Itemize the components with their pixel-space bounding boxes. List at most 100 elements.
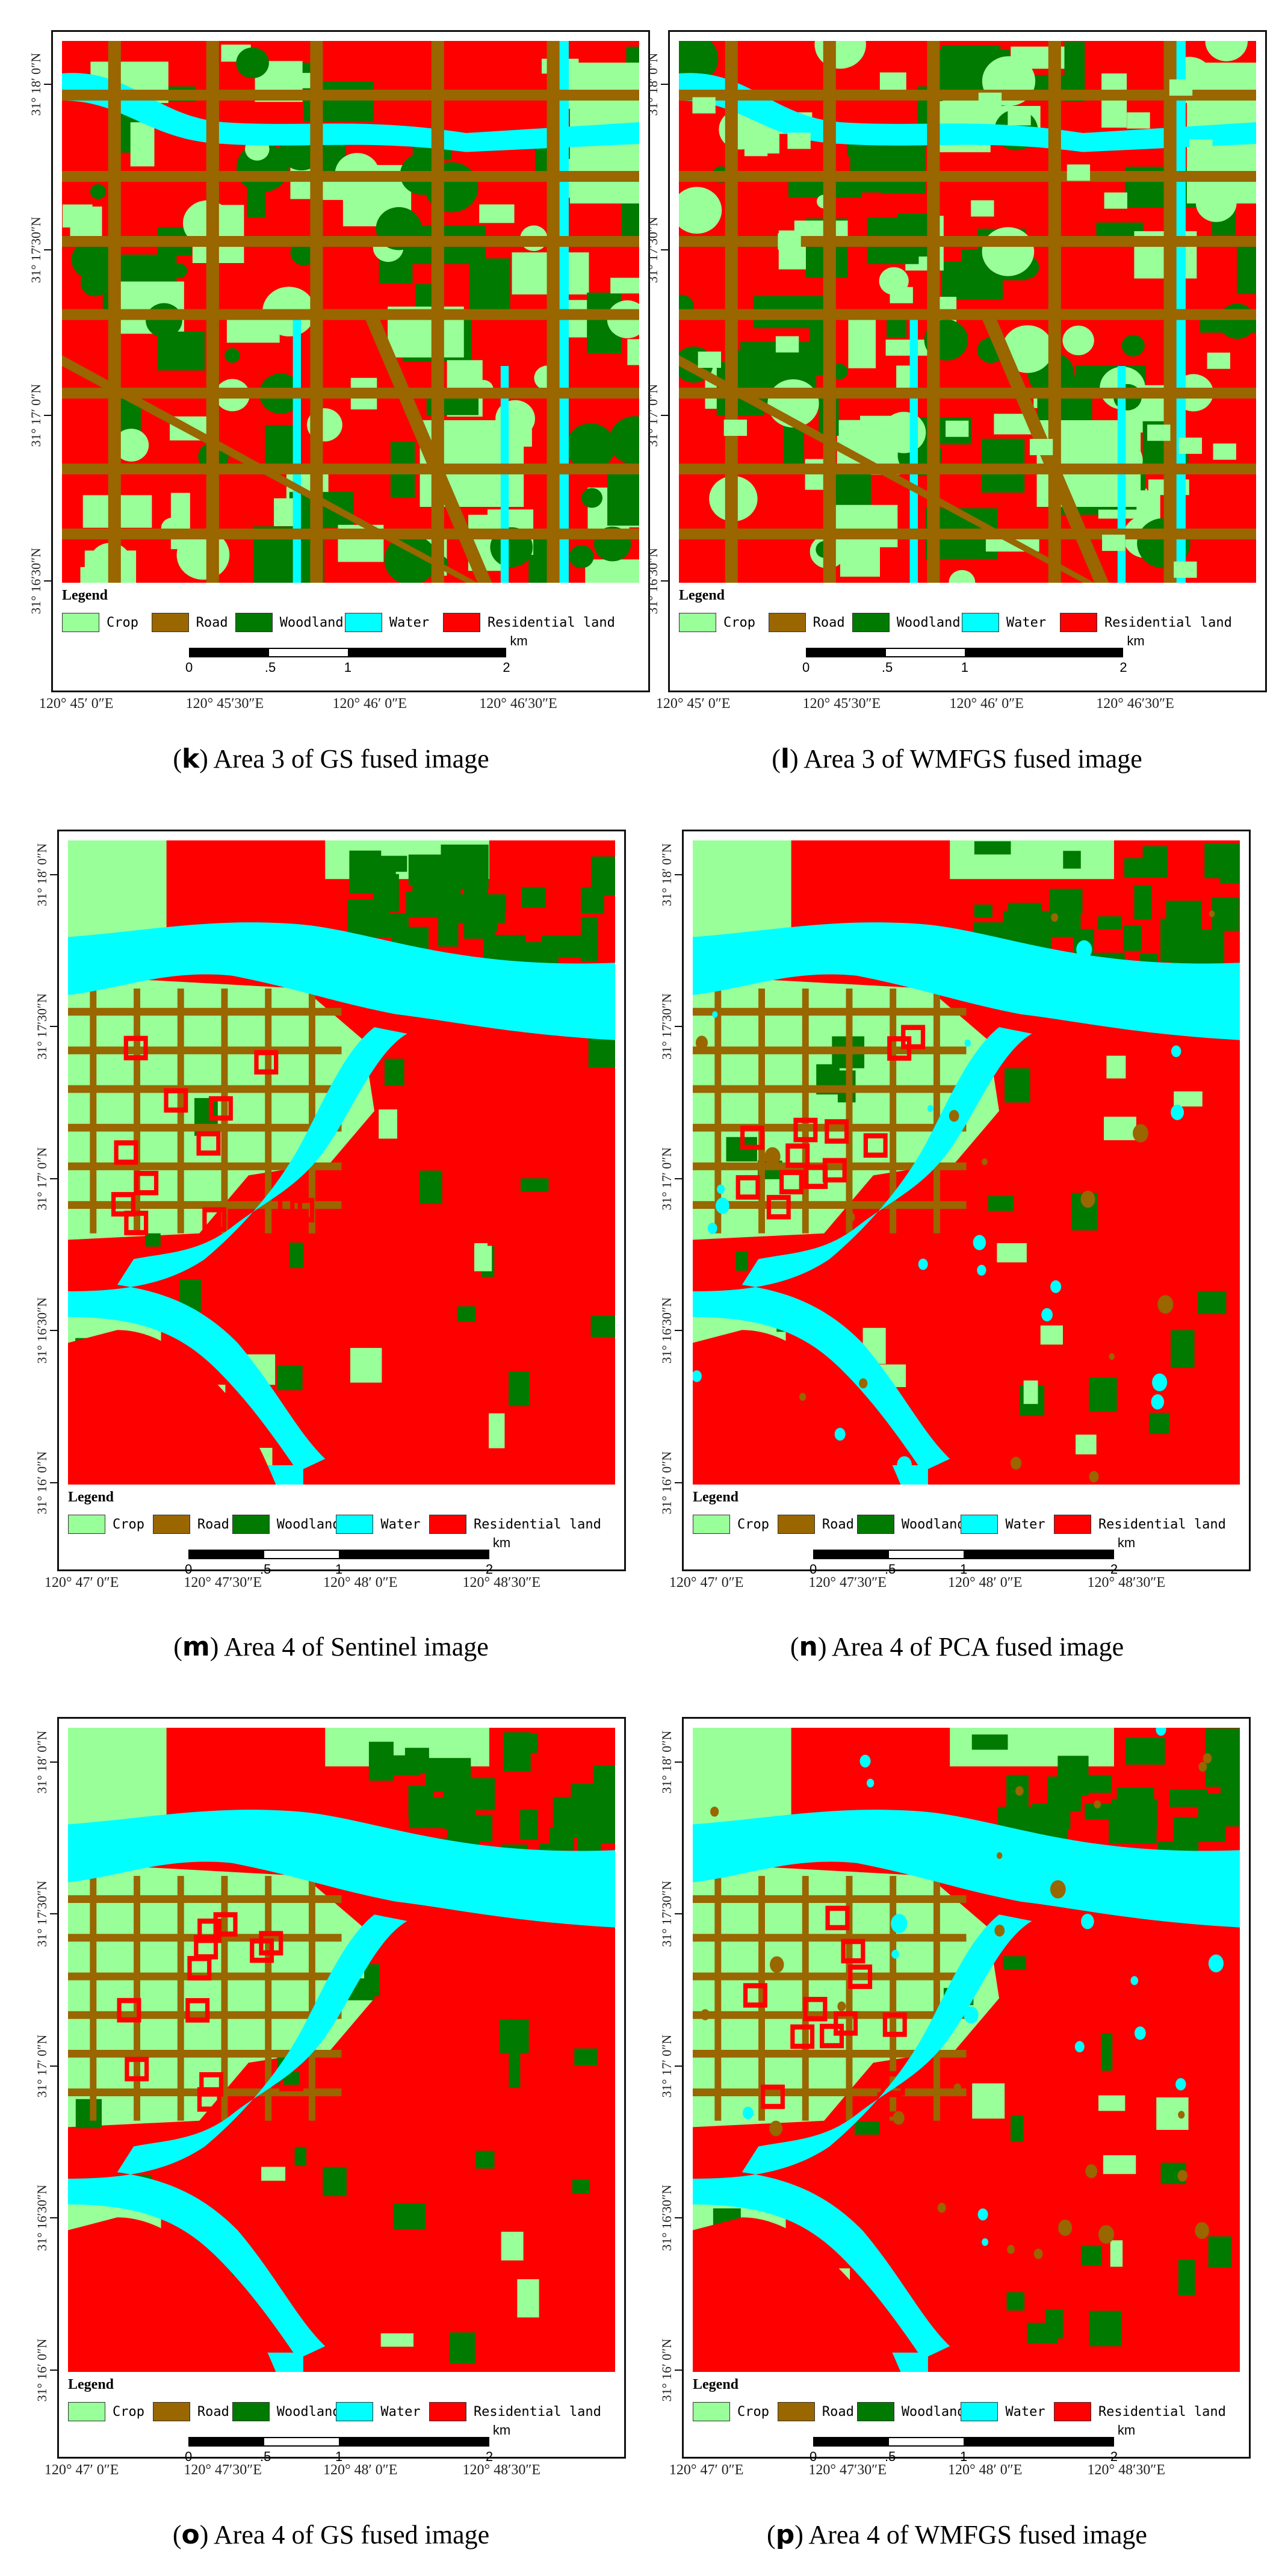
legend-item: Road (152, 1515, 229, 1534)
longitude-label: 120° 47′30″E (184, 2462, 262, 2478)
latitude-label: 31° 16′ 0″N (34, 2338, 49, 2402)
legend-swatch (856, 1515, 894, 1534)
panel-letter: o (181, 2519, 200, 2550)
legend-swatch (68, 2402, 105, 2421)
legend-title: Legend (693, 1489, 739, 1505)
longitude-label: 120° 48′ 0″E (947, 2462, 1023, 2478)
legend-label: Residential land (1104, 615, 1232, 630)
legend-item: Woodland (856, 1515, 965, 1534)
latitude-tick (44, 580, 51, 582)
latitude-tick (675, 2369, 682, 2371)
legend-item: Water (336, 2402, 421, 2421)
latitude-label: 31° 17′ 0″N (28, 383, 43, 447)
latitude-label: 31° 16′30″N (659, 1297, 674, 1364)
longitude-label: 120° 48′30″E (462, 1575, 540, 1591)
latitude-label: 31° 17′ 0″N (34, 1147, 49, 1211)
legend-swatch (151, 613, 189, 632)
scale-tick-label: 0 (802, 660, 810, 675)
scale-tick-label: 0 (184, 1562, 193, 1577)
latitude-label: 31° 16′30″N (659, 2185, 674, 2252)
legend-title: Legend (68, 2377, 114, 2392)
legend-swatch (1059, 613, 1097, 632)
latitude-tick (661, 249, 668, 250)
legend-item: Crop (693, 2402, 769, 2421)
longitude-label: 120° 48′ 0″E (323, 2462, 398, 2478)
legend-title: Legend (62, 588, 108, 603)
latitude-label: 31° 16′30″N (34, 1297, 49, 1364)
scale-tick-label: 0 (809, 1562, 817, 1577)
legend-label: Water (380, 2404, 421, 2419)
scale-tick-label: .5 (259, 2449, 271, 2464)
latitude-label: 31° 17′30″N (34, 1881, 49, 1948)
longitude-label: 120° 46′ 0″E (949, 696, 1024, 712)
latitude-tick (50, 1026, 57, 1028)
latitude-tick (44, 415, 51, 416)
longitude-label: 120° 45′30″E (802, 696, 881, 712)
longitude-label: 120° 47′ 0″E (44, 2462, 119, 2478)
scale-tick-label: 0 (185, 660, 193, 675)
legend-swatch (693, 1515, 730, 1534)
latitude-tick (50, 1330, 57, 1332)
scale-bar (805, 648, 1124, 657)
longitude-label: 120° 47′ 0″E (669, 1575, 744, 1591)
scale-tick-label: 2 (485, 1562, 494, 1577)
scale-tick-label: 2 (1119, 660, 1127, 675)
panel-caption: (p) Area 4 of WMFGS fused image (767, 2519, 1147, 2550)
latitude-label: 31° 17′30″N (28, 216, 43, 284)
legend-item: Woodland (235, 613, 344, 632)
scale-tick-label: .5 (259, 1562, 271, 1577)
legend-label: Water (1005, 1516, 1045, 1532)
latitude-label: 31° 16′ 0″N (659, 2338, 674, 2402)
panel-caption-text: Area 4 of Sentinel image (223, 1632, 489, 1662)
legend-label: Crop (737, 1516, 769, 1532)
panel-caption-text: Area 3 of WMFGS fused image (803, 744, 1142, 774)
scale-tick-label: 1 (344, 660, 351, 675)
longitude-label: 120° 48′30″E (1087, 2462, 1165, 2478)
longitude-label: 120° 47′30″E (808, 1575, 887, 1591)
scale-unit-label: km (492, 1535, 511, 1550)
latitude-tick (50, 1761, 57, 1763)
legend-label: Road (197, 1516, 229, 1532)
longitude-label: 120° 48′ 0″E (947, 1575, 1023, 1591)
legend-label: Woodland (276, 2404, 341, 2419)
latitude-tick (675, 2065, 682, 2067)
scale-tick-label: 2 (1110, 1562, 1118, 1577)
latitude-tick (661, 415, 668, 416)
scale-unit-label: km (1117, 2422, 1136, 2438)
panel-caption-text: Area 3 of GS fused image (213, 744, 489, 774)
land-cover-map (693, 840, 1240, 1485)
legend-label: Woodland (901, 2404, 965, 2419)
scale-tick-label: 1 (959, 1562, 968, 1577)
latitude-tick (675, 1761, 682, 1763)
panel-letter: n (799, 1631, 818, 1662)
legend-item: Woodland (856, 2402, 965, 2421)
legend-label: Residential land (487, 615, 615, 630)
panel-letter: m (182, 1631, 210, 1662)
scale-tick-label: .5 (884, 2449, 896, 2464)
latitude-tick (50, 874, 57, 875)
legend-item: Crop (62, 613, 138, 632)
longitude-label: 120° 46′30″E (479, 696, 557, 712)
legend-item: Woodland (232, 2402, 341, 2421)
legend-item: Crop (68, 2402, 144, 2421)
latitude-tick (675, 874, 682, 875)
legend-swatch (442, 613, 480, 632)
panel-caption: (m) Area 4 of Sentinel image (173, 1631, 489, 1662)
scale-tick-label: 2 (1110, 2449, 1118, 2464)
legend-label: Road (197, 2404, 229, 2419)
land-cover-map (68, 840, 615, 1485)
legend-item: Residential land (1053, 1515, 1226, 1534)
legend-item: Woodland (232, 1515, 341, 1534)
legend-label: Residential land (1098, 1516, 1226, 1532)
latitude-tick (50, 1482, 57, 1483)
panel-caption: (n) Area 4 of PCA fused image (790, 1631, 1124, 1662)
legend-swatch (232, 1515, 270, 1534)
longitude-label: 120° 45′30″E (185, 696, 264, 712)
scale-tick-label: 0 (809, 2449, 817, 2464)
legend-label: Road (813, 615, 845, 630)
latitude-tick (44, 84, 51, 85)
legend-title: Legend (693, 2377, 739, 2392)
legend-item: Residential land (442, 613, 615, 632)
longitude-label: 120° 48′ 0″E (323, 1575, 398, 1591)
legend-swatch (429, 2402, 466, 2421)
